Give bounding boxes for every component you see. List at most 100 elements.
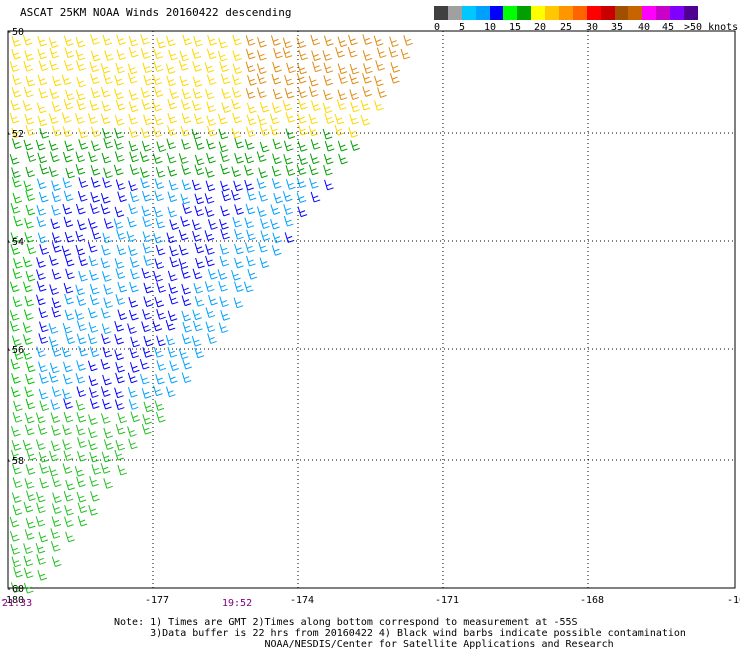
- wind-barb: [271, 73, 282, 85]
- legend-swatch: [572, 6, 587, 20]
- wind-barb: [192, 61, 202, 72]
- wind-barb: [206, 138, 216, 150]
- wind-barb: [76, 333, 87, 345]
- notes: Note: 1) Times are GMT 2)Times along bot…: [114, 617, 686, 650]
- legend-swatch: [475, 6, 490, 20]
- wind-barb: [36, 178, 47, 190]
- wind-barb: [100, 386, 111, 397]
- wind-barb: [90, 50, 101, 62]
- wind-barb: [362, 72, 372, 84]
- legend-tick-label: 10: [484, 22, 497, 33]
- wind-barb: [154, 400, 165, 411]
- wind-barb: [309, 153, 320, 165]
- wind-barb: [181, 295, 192, 307]
- wind-barb: [52, 75, 62, 87]
- wind-barb: [52, 125, 62, 137]
- wind-barb: [231, 166, 241, 177]
- wind-barb: [62, 203, 73, 215]
- wind-barb: [167, 125, 177, 136]
- wind-barb: [258, 167, 268, 179]
- wind-barb: [156, 411, 166, 423]
- wind-barb: [90, 34, 100, 45]
- wind-barb: [114, 206, 125, 218]
- wind-barb: [63, 490, 74, 502]
- wind-barb: [22, 34, 33, 46]
- wind-barb: [36, 102, 47, 114]
- wind-barb: [114, 115, 125, 126]
- wind-barb: [103, 297, 113, 309]
- wind-barb: [256, 178, 267, 189]
- wind-barb: [63, 411, 74, 423]
- wind-barb: [349, 114, 359, 125]
- wind-barb: [141, 388, 152, 399]
- wind-barb: [206, 74, 217, 86]
- wind-barb: [286, 62, 296, 74]
- wind-barb: [231, 269, 241, 281]
- wind-barb: [178, 229, 189, 241]
- wind-barb: [114, 333, 124, 345]
- wind-barb: [113, 164, 124, 176]
- wind-barb: [51, 516, 62, 527]
- wind-barb: [49, 450, 59, 462]
- wind-barb: [220, 228, 230, 240]
- wind-barb: [349, 73, 359, 85]
- wind-barb: [62, 463, 73, 474]
- wind-barb: [77, 219, 87, 231]
- wind-barb: [155, 373, 165, 385]
- wind-barb: [388, 47, 399, 58]
- legend-swatch: [614, 6, 629, 20]
- wind-barb: [13, 566, 23, 578]
- wind-barb: [91, 464, 102, 475]
- wind-barb: [24, 529, 35, 540]
- wind-barb: [25, 190, 35, 202]
- wind-barb: [90, 126, 101, 138]
- wind-barb: [285, 128, 296, 139]
- wind-barb: [11, 176, 22, 188]
- wind-barb: [193, 36, 203, 47]
- wind-barb: [11, 335, 22, 347]
- wind-barb: [217, 113, 228, 125]
- wind-barb: [115, 268, 126, 280]
- wind-barb: [48, 113, 59, 124]
- wind-barb: [51, 180, 61, 191]
- wind-barb: [75, 244, 86, 256]
- wind-barb: [207, 34, 217, 46]
- wind-barb: [128, 89, 139, 101]
- wind-barb: [48, 336, 59, 347]
- wind-barb: [50, 541, 61, 552]
- wind-barb: [114, 399, 125, 411]
- wind-barb: [323, 62, 334, 74]
- wind-barb: [49, 88, 60, 99]
- wind-barb: [22, 439, 33, 451]
- wind-barb: [127, 245, 138, 256]
- wind-barb: [143, 255, 154, 266]
- wind-barb: [178, 348, 189, 360]
- wind-barb: [244, 152, 255, 164]
- wind-barb: [52, 492, 62, 503]
- wind-barb: [87, 360, 98, 372]
- wind-barb: [192, 309, 202, 321]
- wind-barb: [89, 346, 100, 358]
- wind-barb: [141, 424, 152, 435]
- wind-barb: [77, 502, 88, 514]
- wind-barb: [205, 307, 216, 318]
- wind-barb: [114, 320, 124, 332]
- wind-barb: [389, 72, 400, 84]
- wind-barb: [51, 191, 62, 203]
- wind-barb: [127, 372, 138, 384]
- wind-barb: [154, 190, 164, 202]
- wind-barb: [142, 347, 153, 358]
- wind-barb: [154, 178, 165, 190]
- wind-barb: [100, 192, 111, 204]
- wind-barb: [65, 268, 75, 280]
- wind-barb: [126, 231, 137, 242]
- wind-barb: [191, 179, 202, 191]
- wind-barb: [270, 124, 280, 136]
- wind-barb: [180, 125, 191, 137]
- wind-barb: [24, 478, 35, 489]
- wind-barb: [207, 333, 217, 344]
- wind-barb: [76, 491, 87, 503]
- wind-barb: [100, 62, 111, 74]
- wind-barb: [246, 229, 256, 241]
